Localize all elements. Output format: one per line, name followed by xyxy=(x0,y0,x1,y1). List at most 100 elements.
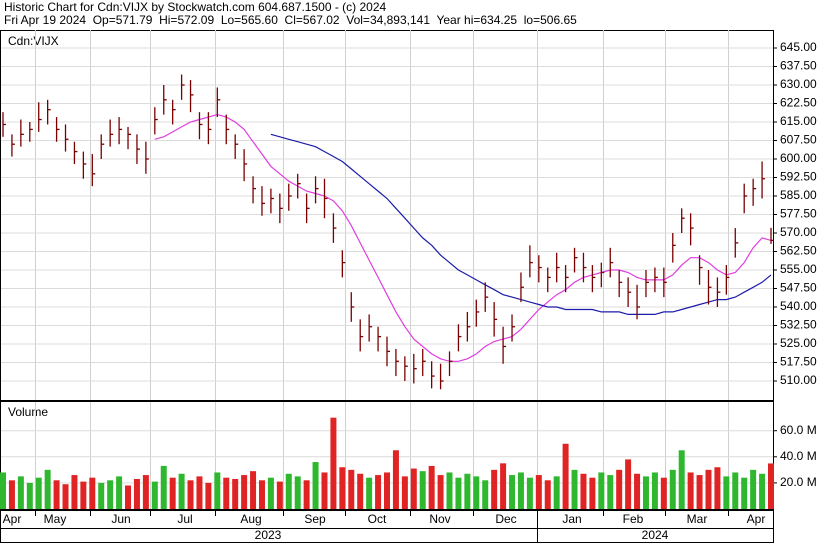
volume-bar xyxy=(8,480,15,509)
chart-subtitle: Fri Apr 19 2024 Op=571.79 Hi=572.09 Lo=5… xyxy=(4,13,577,27)
month-label: Apr xyxy=(3,512,22,526)
volume-bar xyxy=(178,473,185,509)
y-tick-label: 517.50 xyxy=(780,355,817,369)
price-panel xyxy=(0,30,774,401)
volume-bar xyxy=(241,475,248,509)
volume-bar xyxy=(660,477,667,509)
y-tick-label: 540.00 xyxy=(780,299,817,313)
volume-bar xyxy=(321,472,328,509)
volume-bar xyxy=(517,472,524,509)
y-tick-label: 592.50 xyxy=(780,170,817,184)
volume-bar xyxy=(455,477,462,509)
volume-bar xyxy=(616,469,623,509)
volume-bar xyxy=(214,472,221,509)
volume-bar xyxy=(44,469,51,509)
volume-bar xyxy=(384,472,390,509)
y-tick-label: 615.00 xyxy=(780,114,817,128)
volume-bar xyxy=(205,482,212,509)
volume-bar xyxy=(669,469,676,509)
volume-bar xyxy=(759,473,766,509)
volume-bar xyxy=(750,469,757,509)
volume-bar xyxy=(0,472,6,509)
y-tick-label: 607.50 xyxy=(780,133,817,147)
volume-bar xyxy=(348,469,355,509)
volume-bar xyxy=(330,417,337,509)
volume-bar xyxy=(687,472,694,509)
month-label: Jun xyxy=(111,512,130,526)
moving-average-line xyxy=(154,113,772,362)
month-label: Apr xyxy=(747,512,766,526)
volume-bar xyxy=(562,443,569,509)
month-label: May xyxy=(44,512,67,526)
volume-bar xyxy=(732,472,739,509)
month-label: Oct xyxy=(368,512,387,526)
volume-bar xyxy=(26,482,33,509)
volume-bar xyxy=(642,476,649,509)
volume-label: Volume xyxy=(8,405,48,419)
volume-bar xyxy=(419,471,426,509)
volume-bar xyxy=(509,475,516,509)
volume-tick-label: 40.0 M xyxy=(780,449,817,463)
volume-bar xyxy=(107,480,114,509)
chart-title: Historic Chart for Cdn:VIJX by Stockwatc… xyxy=(4,0,386,14)
volume-bar xyxy=(80,481,87,509)
volume-bar xyxy=(589,477,596,509)
volume-bar xyxy=(250,471,257,509)
volume-bar xyxy=(705,469,712,509)
volume-bar xyxy=(339,467,346,509)
volume-bar xyxy=(258,480,265,509)
year-label: 2023 xyxy=(255,528,282,542)
volume-bar xyxy=(446,472,453,509)
volume-bar xyxy=(634,473,641,509)
volume-bar xyxy=(607,475,614,509)
y-tick-label: 547.50 xyxy=(780,281,817,295)
month-label: Sep xyxy=(304,512,326,526)
y-tick-label: 637.50 xyxy=(780,59,817,73)
volume-bar xyxy=(142,475,149,509)
volume-bar xyxy=(482,480,489,509)
volume-bar xyxy=(651,472,658,509)
volume-bar xyxy=(71,475,78,509)
volume-bar xyxy=(714,467,721,509)
volume-bar xyxy=(464,473,471,509)
y-tick-label: 562.50 xyxy=(780,244,817,258)
volume-bar xyxy=(125,485,132,509)
volume-bar xyxy=(428,465,435,509)
year-label: 2024 xyxy=(642,528,669,542)
volume-bar xyxy=(723,476,730,509)
volume-bar xyxy=(410,468,417,509)
volume-bar xyxy=(53,480,60,509)
y-tick-label: 570.00 xyxy=(780,225,817,239)
volume-bar xyxy=(187,480,194,509)
month-label: Dec xyxy=(495,512,516,526)
volume-bar xyxy=(437,475,444,509)
volume-bar xyxy=(375,475,382,509)
volume-panel xyxy=(0,401,774,510)
volume-bar xyxy=(98,482,105,509)
volume-bar xyxy=(401,476,408,509)
volume-bar xyxy=(768,463,774,509)
volume-bar xyxy=(526,477,533,509)
volume-bar xyxy=(294,476,301,509)
volume-bar xyxy=(544,480,551,509)
y-tick-label: 585.00 xyxy=(780,188,817,202)
y-tick-label: 577.50 xyxy=(780,207,817,221)
volume-bar xyxy=(267,477,274,509)
y-tick-label: 630.00 xyxy=(780,77,817,91)
volume-bar xyxy=(285,473,292,509)
volume-tick-label: 20.0 M xyxy=(780,475,817,489)
y-tick-label: 532.50 xyxy=(780,318,817,332)
volume-bar xyxy=(357,473,364,509)
symbol-label: Cdn:VIJX xyxy=(8,34,59,48)
volume-bar xyxy=(473,476,480,509)
volume-bar xyxy=(500,463,507,509)
y-tick-label: 622.50 xyxy=(780,96,817,110)
volume-bar xyxy=(312,462,319,509)
month-label: Mar xyxy=(687,512,708,526)
volume-bar xyxy=(303,480,310,509)
volume-bar xyxy=(535,475,542,509)
volume-bar xyxy=(196,476,203,509)
volume-bar xyxy=(580,473,587,509)
volume-bar xyxy=(491,469,498,509)
